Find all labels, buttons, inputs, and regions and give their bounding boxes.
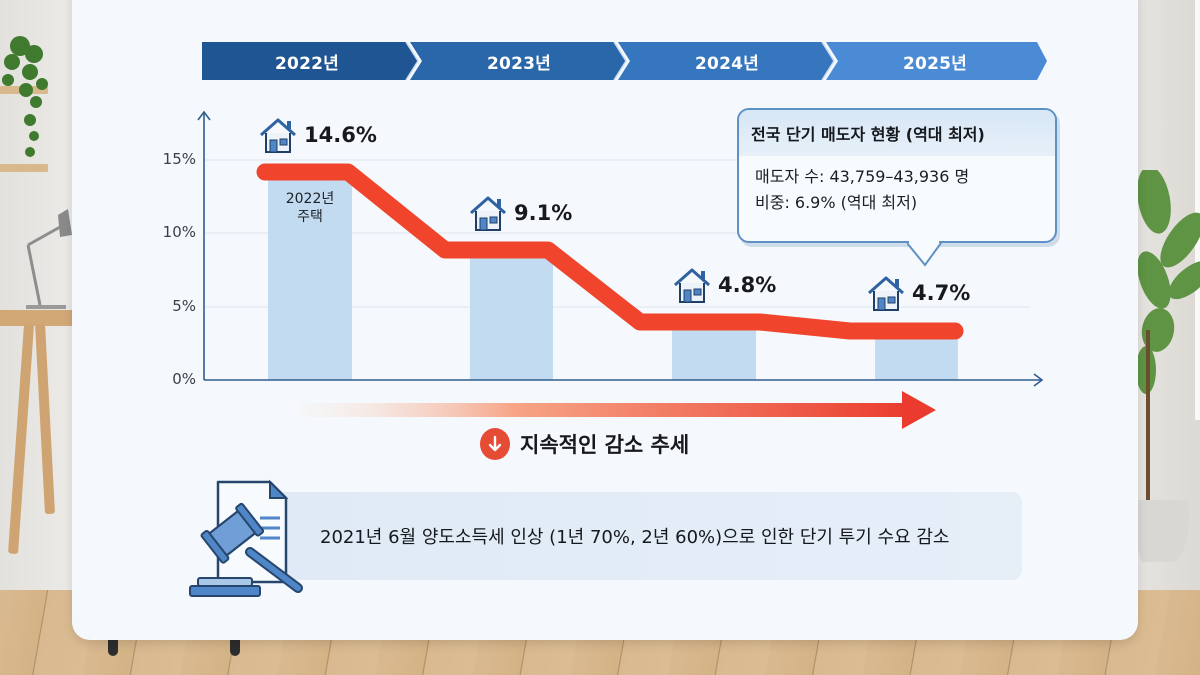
value-text: 4.8%	[718, 273, 777, 297]
callout-title: 전국 단기 매도자 현황 (역대 최저)	[739, 110, 1055, 156]
decrease-arrow	[300, 391, 936, 429]
sellers-callout: 전국 단기 매도자 현황 (역대 최저) 매도자 수: 43,759–43,93…	[737, 108, 1057, 267]
trend-text: 지속적인 감소 추세	[520, 433, 690, 457]
desk-lamp-decoration	[26, 209, 72, 309]
window-decoration	[1195, 0, 1200, 420]
bar-2022	[268, 172, 352, 380]
y-tick-5: 5%	[172, 297, 196, 315]
timeline-chevrons	[202, 42, 1047, 80]
timeline-year-2023: 2023년	[487, 53, 551, 74]
y-tick-0: 0%	[172, 370, 196, 388]
callout-sellers-count: 매도자 수: 43,759–43,936 명	[755, 167, 970, 186]
value-text: 9.1%	[514, 201, 573, 225]
value-label-2024: 4.8%	[672, 266, 776, 304]
y-tick-10: 10%	[162, 223, 196, 241]
trend-line	[256, 163, 964, 340]
board-wheel-decoration	[108, 640, 118, 656]
arrow-down-circle-icon	[480, 428, 510, 460]
callout-share: 비중: 6.9% (역대 최저)	[755, 193, 918, 212]
house-icon	[260, 118, 296, 153]
timeline-year-2024: 2024년	[695, 53, 759, 74]
bar-inner-label-year: 2022년	[285, 191, 335, 207]
board-wheel-decoration	[230, 640, 240, 656]
callout-pointer	[907, 241, 942, 267]
background-shelf	[0, 164, 48, 172]
value-label-2023: 9.1%	[468, 194, 572, 232]
value-text: 4.7%	[912, 281, 971, 305]
house-icon	[470, 196, 506, 231]
tax-policy-note: 2021년 6월 양도소득세 인상 (1년 70%, 2년 60%)으로 인한 …	[248, 492, 1022, 580]
axes	[197, 110, 1044, 387]
potted-plant-decoration	[1136, 170, 1200, 562]
year-timeline: 2022년 2023년 2024년 2025년	[202, 42, 1047, 80]
note-text: 2021년 6월 양도소득세 인상 (1년 70%, 2년 60%)으로 인한 …	[320, 527, 950, 548]
value-label-2022: 14.6%	[258, 116, 377, 154]
timeline-year-2025: 2025년	[903, 53, 967, 74]
bars	[268, 172, 958, 380]
bar-inner-label-type: 주택	[297, 209, 323, 225]
gavel-document-icon	[189, 479, 303, 597]
bar-2023	[470, 250, 553, 380]
house-icon	[868, 276, 904, 311]
y-tick-15: 15%	[162, 150, 196, 168]
desk-decoration	[0, 310, 72, 326]
trend-label: 지속적인 감소 추세	[480, 428, 689, 460]
timeline-year-2022: 2022년	[275, 53, 339, 74]
bar-2022-inner-label: 2022년 주택	[268, 190, 352, 226]
house-icon	[674, 268, 710, 303]
hanging-plant-decoration	[2, 36, 48, 157]
value-text: 14.6%	[304, 123, 377, 147]
value-label-2025: 4.7%	[866, 274, 970, 312]
